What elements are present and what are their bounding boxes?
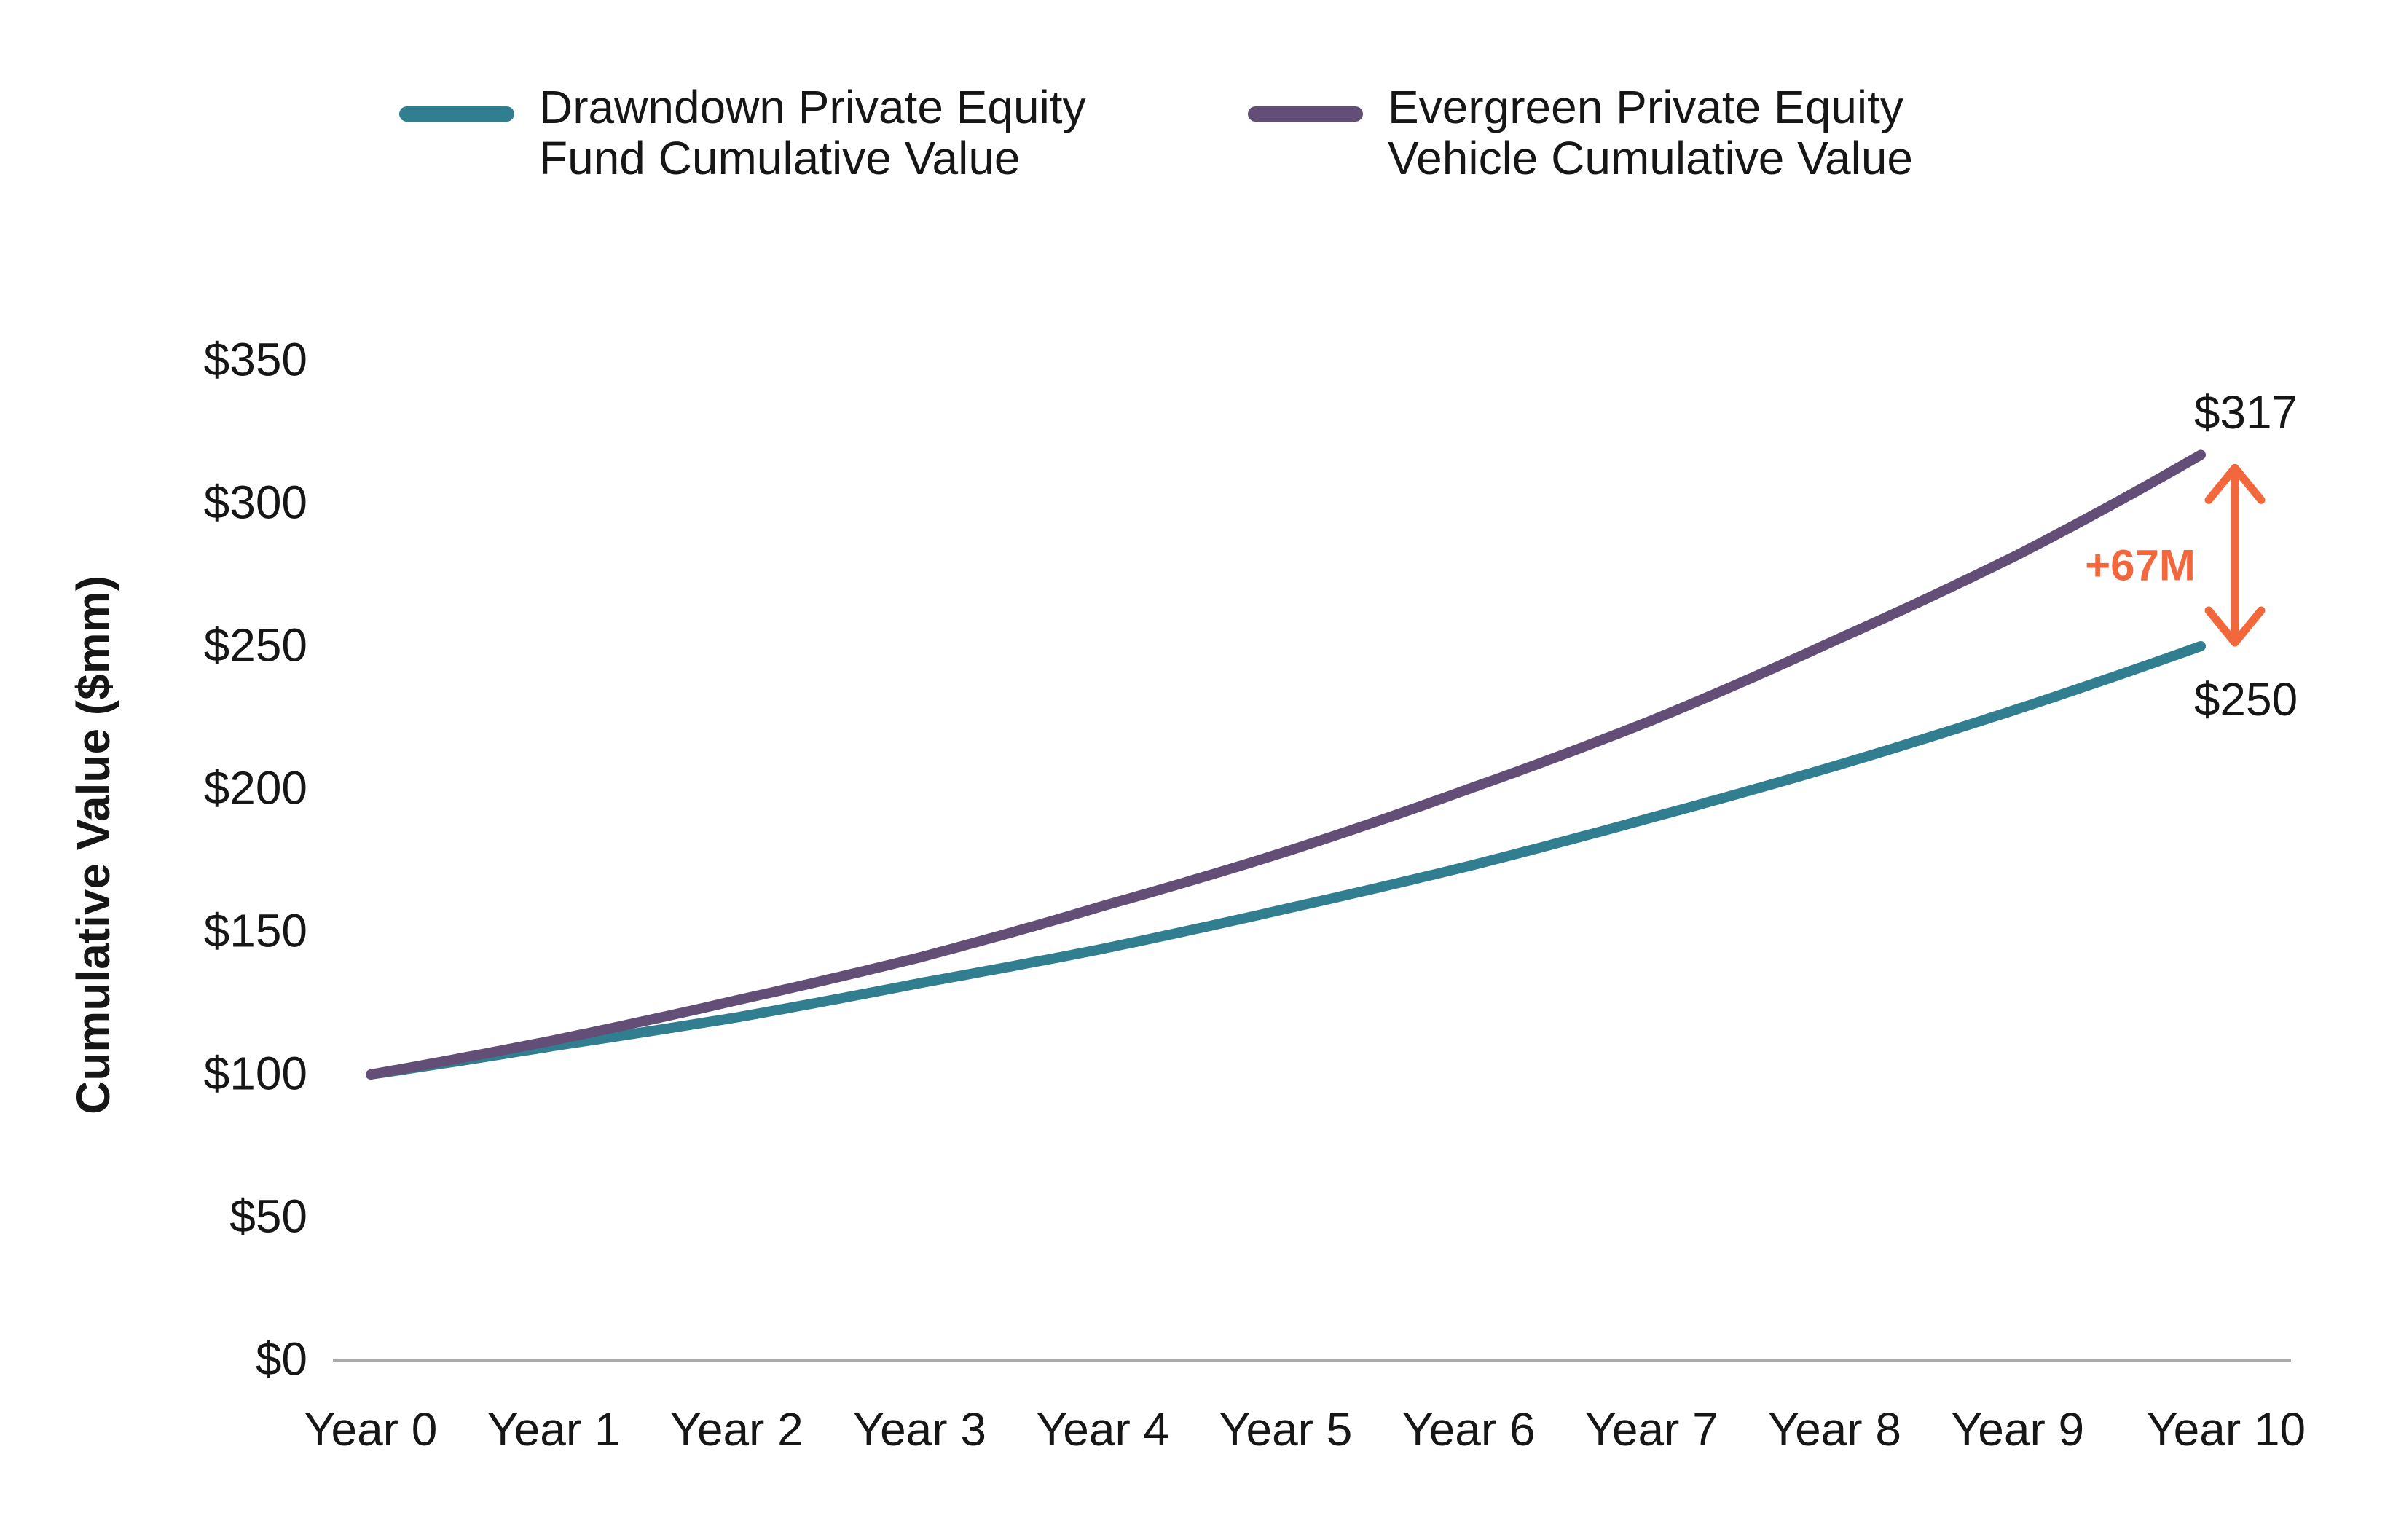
- y-tick-label: $200: [203, 761, 307, 814]
- x-tick-label: Year 9: [1951, 1403, 2085, 1455]
- legend-label-drawdown-line2: Fund Cumulative Value: [539, 132, 1021, 184]
- legend-label-evergreen-line2: Vehicle Cumulative Value: [1388, 132, 1913, 184]
- legend-item-drawdown: Drawndown Private Equity Fund Cumulative…: [399, 82, 1086, 184]
- evergreen-legend-swatch-icon: [1248, 106, 1363, 122]
- delta-arrow-icon: [2204, 463, 2266, 647]
- y-tick-label: $0: [255, 1332, 307, 1386]
- y-tick-label: $300: [203, 476, 307, 529]
- x-tick-label: Year 1: [487, 1403, 621, 1455]
- legend-label-drawdown-line1: Drawndown Private Equity: [539, 81, 1086, 133]
- legend-label-evergreen-line1: Evergreen Private Equity: [1388, 81, 1903, 133]
- x-tick-label: Year 4: [1036, 1403, 1170, 1455]
- annotation-drawdown-end-value: $250: [2193, 673, 2298, 726]
- x-tick-label: Year 10: [2146, 1403, 2306, 1455]
- annotation-evergreen-end-value: $317: [2193, 386, 2298, 439]
- y-tick-label: $50: [229, 1190, 307, 1243]
- x-tick-label: Year 5: [1219, 1403, 1353, 1455]
- legend-label-evergreen: Evergreen Private Equity Vehicle Cumulat…: [1388, 82, 1913, 184]
- x-tick-label: Year 8: [1768, 1403, 1901, 1455]
- y-tick-label: $250: [203, 618, 307, 672]
- drawdown-fund-line: [366, 641, 2206, 1080]
- y-tick-label: $100: [203, 1047, 307, 1100]
- x-tick-label: Year 3: [853, 1403, 986, 1455]
- legend-label-drawdown: Drawndown Private Equity Fund Cumulative…: [539, 82, 1086, 184]
- legend-item-evergreen: Evergreen Private Equity Vehicle Cumulat…: [1248, 82, 1913, 184]
- annotation-delta-label: +67M: [2085, 541, 2196, 590]
- drawdown-legend-swatch-icon: [399, 106, 514, 122]
- x-tick-label: Year 2: [670, 1403, 803, 1455]
- x-tick-label: Year 0: [304, 1403, 438, 1455]
- evergreen-vehicle-line: [366, 449, 2206, 1080]
- y-tick-label: $350: [203, 333, 307, 386]
- x-tick-label: Year 6: [1402, 1403, 1536, 1455]
- x-tick-label: Year 7: [1585, 1403, 1718, 1455]
- y-tick-label: $150: [203, 904, 307, 957]
